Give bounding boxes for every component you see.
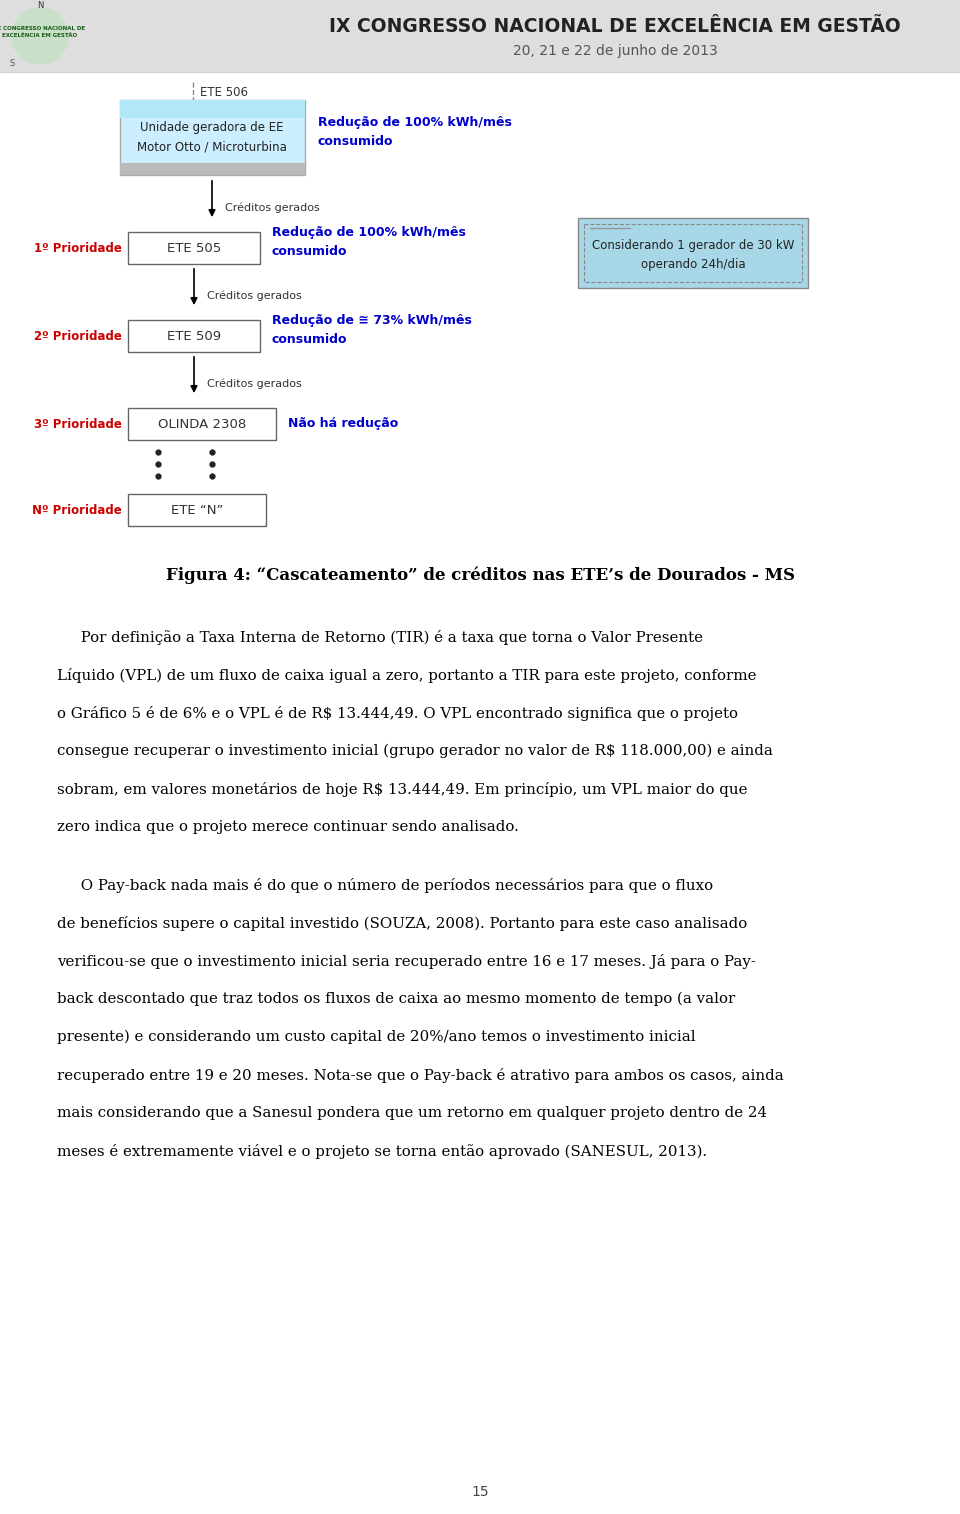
Text: de benefícios supere o capital investido (SOUZA, 2008). Portanto para este caso : de benefícios supere o capital investido… (57, 916, 747, 931)
Text: IX CONGRESSO NACIONAL DE EXCELÊNCIA EM GESTÃO: IX CONGRESSO NACIONAL DE EXCELÊNCIA EM G… (329, 17, 900, 35)
FancyBboxPatch shape (128, 232, 260, 263)
Text: verificou-se que o investimento inicial seria recuperado entre 16 e 17 meses. Já: verificou-se que o investimento inicial … (57, 954, 756, 969)
FancyBboxPatch shape (128, 494, 266, 525)
Text: 15: 15 (471, 1485, 489, 1499)
Text: IX CONGRESSO NACIONAL DE: IX CONGRESSO NACIONAL DE (0, 26, 85, 30)
Text: ETE 505: ETE 505 (167, 242, 221, 254)
Text: ETE 506: ETE 506 (200, 86, 248, 100)
Text: 20, 21 e 22 de junho de 2013: 20, 21 e 22 de junho de 2013 (513, 44, 717, 58)
Text: Não há redução: Não há redução (288, 418, 398, 430)
FancyBboxPatch shape (120, 100, 305, 118)
Text: ETE 509: ETE 509 (167, 330, 221, 342)
Text: recuperado entre 19 e 20 meses. Nota-se que o Pay-back é atrativo para ambos os : recuperado entre 19 e 20 meses. Nota-se … (57, 1067, 783, 1083)
FancyBboxPatch shape (578, 218, 808, 288)
Text: sobram, em valores monetários de hoje R$ 13.444,49. Em princípio, um VPL maior d: sobram, em valores monetários de hoje R$… (57, 783, 748, 796)
Text: Líquido (VPL) de um fluxo de caixa igual a zero, portanto a TIR para este projet: Líquido (VPL) de um fluxo de caixa igual… (57, 668, 756, 683)
Text: OLINDA 2308: OLINDA 2308 (157, 418, 246, 430)
Text: zero indica que o projeto merece continuar sendo analisado.: zero indica que o projeto merece continu… (57, 821, 518, 834)
Text: 1º Prioridade: 1º Prioridade (35, 242, 122, 254)
Text: Redução de 100% kWh/mês
consumido: Redução de 100% kWh/mês consumido (272, 226, 466, 257)
Text: Por definição a Taxa Interna de Retorno (TIR) é a taxa que torna o Valor Present: Por definição a Taxa Interna de Retorno … (57, 630, 703, 645)
Text: Redução de ≅ 73% kWh/mês
consumido: Redução de ≅ 73% kWh/mês consumido (272, 313, 472, 347)
Text: Considerando 1 gerador de 30 kW
operando 24h/dia: Considerando 1 gerador de 30 kW operando… (591, 239, 794, 271)
Text: presente) e considerando um custo capital de 20%/ano temos o investimento inicia: presente) e considerando um custo capita… (57, 1030, 696, 1045)
Text: Créditos gerados: Créditos gerados (207, 378, 301, 389)
Text: consegue recuperar o investimento inicial (grupo gerador no valor de R$ 118.000,: consegue recuperar o investimento inicia… (57, 743, 773, 759)
Text: Figura 4: “Cascateamento” de créditos nas ETE’s de Dourados - MS: Figura 4: “Cascateamento” de créditos na… (165, 566, 795, 584)
FancyBboxPatch shape (120, 164, 305, 176)
Text: Redução de 100% kWh/mês
consumido: Redução de 100% kWh/mês consumido (318, 117, 512, 148)
Text: EXCELÊNCIA EM GESTÃO: EXCELÊNCIA EM GESTÃO (3, 32, 78, 38)
FancyBboxPatch shape (120, 100, 305, 176)
Text: 2º Prioridade: 2º Prioridade (35, 330, 122, 342)
FancyBboxPatch shape (128, 319, 260, 351)
Text: mais considerando que a Sanesul pondera que um retorno em qualquer projeto dentr: mais considerando que a Sanesul pondera … (57, 1107, 767, 1120)
Bar (0, 0, 960, 73)
Text: 3º Prioridade: 3º Prioridade (35, 418, 122, 430)
FancyBboxPatch shape (128, 407, 276, 441)
Circle shape (12, 8, 68, 64)
Text: o Gráfico 5 é de 6% e o VPL é de R$ 13.444,49. O VPL encontrado significa que o : o Gráfico 5 é de 6% e o VPL é de R$ 13.4… (57, 706, 738, 721)
Text: back descontado que traz todos os fluxos de caixa ao mesmo momento de tempo (a v: back descontado que traz todos os fluxos… (57, 992, 735, 1007)
Text: Créditos gerados: Créditos gerados (225, 203, 320, 213)
Text: Créditos gerados: Créditos gerados (207, 291, 301, 301)
Text: ETE “N”: ETE “N” (171, 504, 223, 516)
Text: O Pay-back nada mais é do que o número de períodos necessários para que o fluxo: O Pay-back nada mais é do que o número d… (57, 878, 713, 893)
Text: S: S (9, 59, 14, 68)
Text: meses é extremamente viável e o projeto se torna então aprovado (SANESUL, 2013).: meses é extremamente viável e o projeto … (57, 1145, 708, 1160)
Text: Nº Prioridade: Nº Prioridade (33, 504, 122, 516)
Text: Unidade geradora de EE
Motor Otto / Microturbina: Unidade geradora de EE Motor Otto / Micr… (137, 121, 287, 153)
Text: N: N (36, 2, 43, 11)
